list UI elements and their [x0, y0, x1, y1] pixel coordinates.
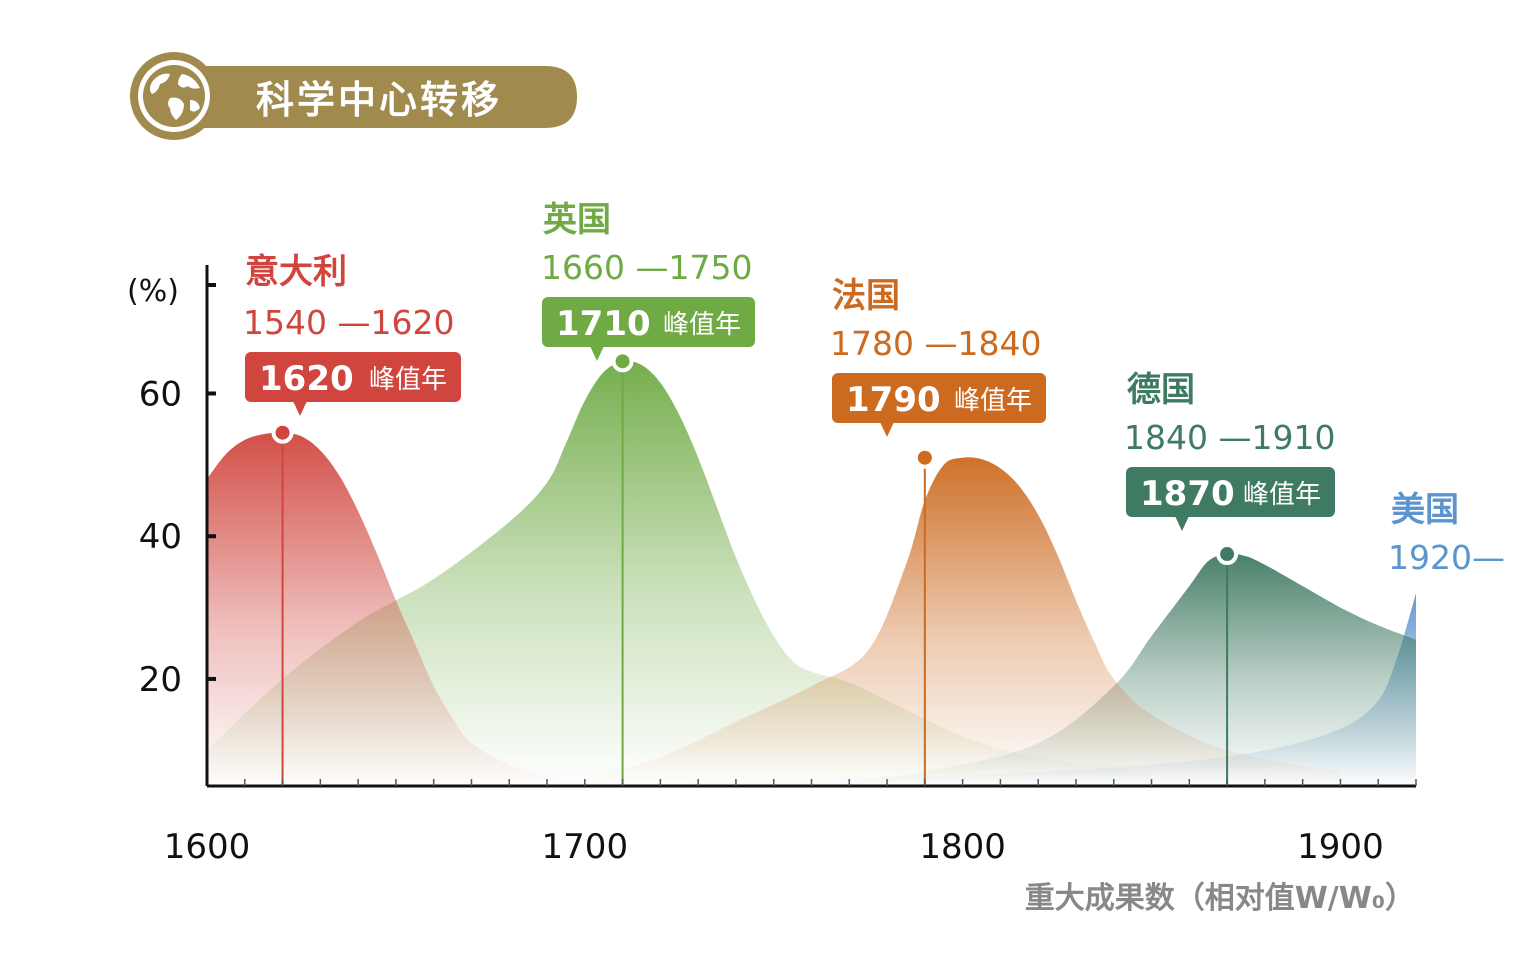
header-badge: 科学中心转移 — [130, 52, 577, 140]
country-name: 德国 — [1127, 370, 1195, 410]
peak-callout-box — [245, 352, 461, 402]
peak-year-value: 1710 — [556, 304, 651, 344]
peak-year-label: 峰值年 — [1243, 480, 1321, 510]
annotation-德国: 德国 1840 —1910 1870 峰值年 — [1124, 370, 1335, 531]
peak-markers-group — [271, 350, 1239, 786]
peak-year-label: 峰值年 — [663, 310, 741, 340]
peak-callout-pointer — [590, 346, 604, 361]
y-tick-label-60: 60 — [139, 374, 182, 414]
area-意大利 — [207, 432, 736, 786]
x-axis-title: 重大成果数（相对值W/W₀） — [1025, 881, 1415, 916]
peak-callout-pointer — [1175, 516, 1189, 531]
x-tick-label-1700: 1700 — [542, 827, 629, 867]
x-tick-label-1600: 1600 — [164, 827, 251, 867]
annotation-法国: 法国 1780 —1840 1790 峰值年 — [830, 276, 1046, 437]
peak-callout-box — [542, 297, 755, 347]
country-period: 1840 —1910 — [1124, 418, 1335, 457]
peak-year-value: 1620 — [259, 359, 354, 399]
country-name: 英国 — [543, 200, 611, 240]
country-period: 1780 —1840 — [830, 324, 1041, 363]
y-axis-unit-label: (%) — [127, 274, 179, 309]
peak-callout-box — [832, 373, 1046, 423]
x-tick-label-1800: 1800 — [919, 827, 1006, 867]
area-series-group — [207, 360, 1416, 786]
peak-callout-pointer — [293, 401, 307, 416]
peak-point-1870 — [1216, 543, 1239, 566]
peak-year-value: 1870 — [1140, 474, 1235, 514]
peak-point-1790 — [913, 446, 936, 469]
country-name: 美国 — [1391, 490, 1459, 530]
country-period: 1660 —1750 — [541, 248, 752, 287]
area-英国 — [207, 360, 1152, 786]
area-德国 — [811, 553, 1416, 786]
annotation-美国: 美国 1920— — [1388, 490, 1505, 577]
globe-icon — [143, 65, 205, 127]
annotation-意大利: 意大利 1540 —1620 1620 峰值年 — [243, 252, 461, 416]
country-name: 法国 — [832, 276, 900, 316]
country-period: 1540 —1620 — [243, 303, 454, 342]
y-tick-label-20: 20 — [139, 660, 182, 700]
annotation-英国: 英国 1660 —1750 1710 峰值年 — [541, 200, 755, 361]
axes: 20 40 60 1600 1700 1800 1900 — [139, 265, 1417, 867]
peak-year-value: 1790 — [846, 380, 941, 420]
country-name: 意大利 — [245, 252, 347, 292]
peak-callout-box — [1126, 467, 1335, 517]
peak-point-1620 — [271, 421, 294, 444]
peak-year-label: 峰值年 — [369, 365, 447, 395]
y-tick-label-40: 40 — [139, 517, 182, 557]
peak-point-1710 — [611, 350, 634, 373]
peak-callout-pointer — [880, 422, 894, 437]
area-法国 — [584, 457, 1341, 786]
country-period: 1920— — [1388, 538, 1505, 577]
header-badge-bar — [175, 66, 577, 128]
x-tick-label-1900: 1900 — [1297, 827, 1384, 867]
peak-year-label: 峰值年 — [954, 386, 1032, 416]
header-title: 科学中心转移 — [256, 78, 502, 122]
